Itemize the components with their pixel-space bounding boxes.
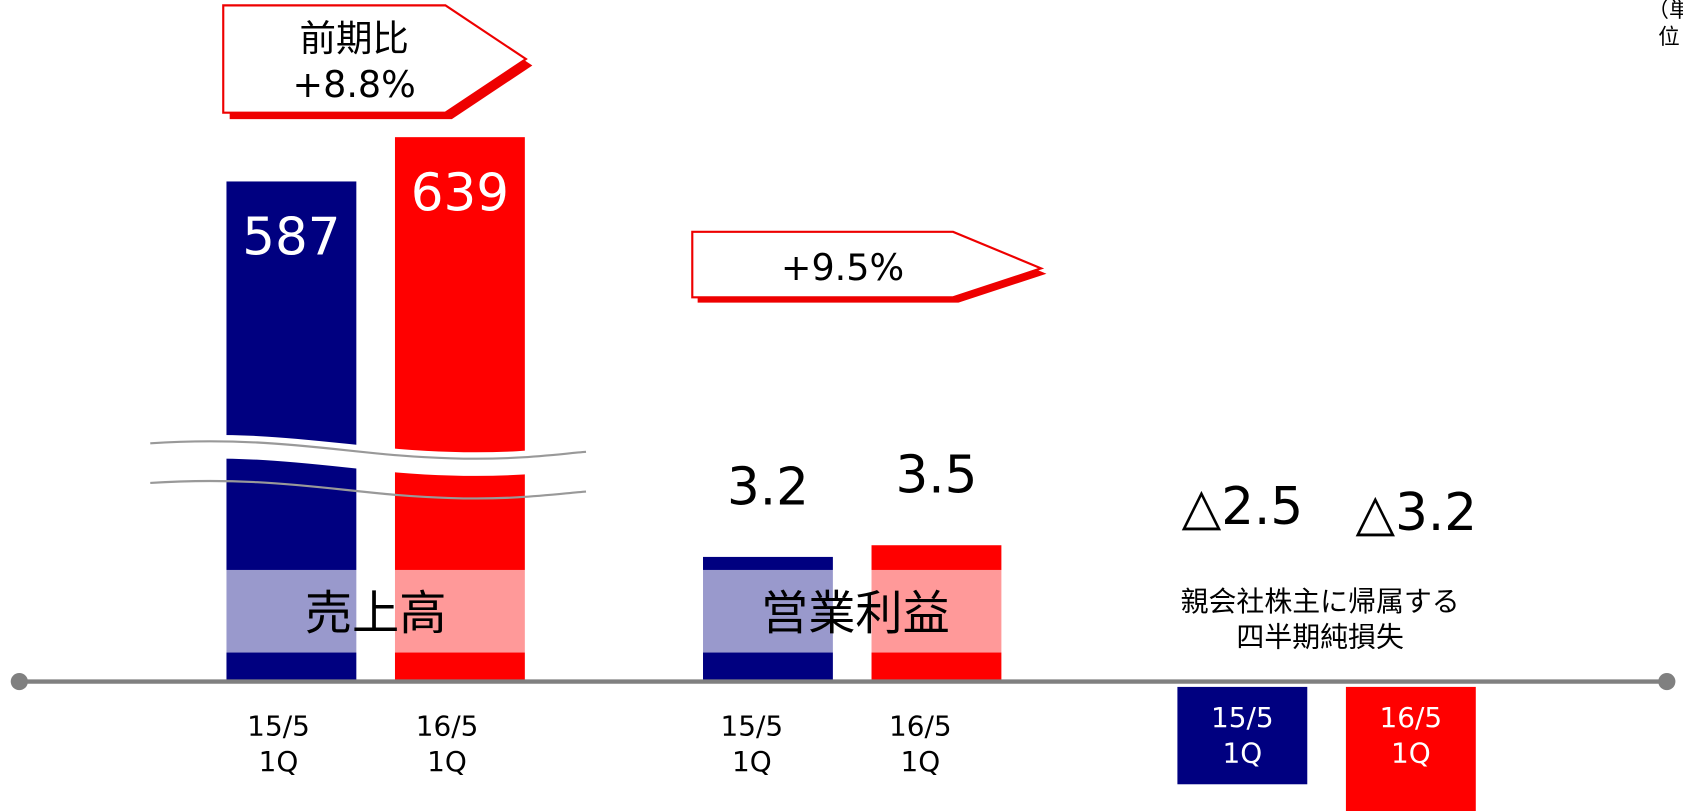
value-label: △2.5	[1181, 476, 1304, 537]
axis-break-line	[150, 479, 587, 500]
group-title: 営業利益	[760, 586, 950, 642]
value-label: △3.2	[1355, 482, 1477, 544]
x-tick-label: 15/5 1Q	[720, 711, 784, 779]
title-band	[128, 569, 585, 653]
callout	[222, 4, 528, 114]
bars	[226, 137, 1476, 811]
callout	[691, 230, 1045, 299]
axis-end	[10, 672, 28, 691]
x-tick-label: 15/5 1Q	[1211, 702, 1274, 770]
axis-break	[149, 434, 587, 476]
x-tick-label: 16/5 1Q	[415, 711, 479, 779]
value-label: 587	[242, 207, 341, 268]
x-tick-label: 15/5 1Q	[247, 711, 310, 779]
title-band	[633, 569, 1074, 653]
axis-end	[1658, 672, 1676, 691]
x-tick-label: 16/5 1Q	[889, 711, 952, 779]
value-label: 639	[410, 162, 510, 224]
annotation: 前期比 +8.8%	[292, 17, 416, 107]
value-label: 3.2	[726, 457, 809, 518]
bar	[1177, 686, 1308, 785]
group-title: 親会社株主に帰属する 四半期純損失	[1180, 586, 1460, 654]
group-title: 売上高	[304, 586, 447, 642]
value-label: 3.5	[895, 445, 978, 506]
x-tick-label: 16/5 1Q	[1379, 702, 1443, 770]
axis-break-line	[150, 440, 587, 460]
unit-label: （単位	[1647, 0, 1683, 50]
bar	[1345, 686, 1476, 811]
annotation: +9.5%	[780, 246, 905, 290]
